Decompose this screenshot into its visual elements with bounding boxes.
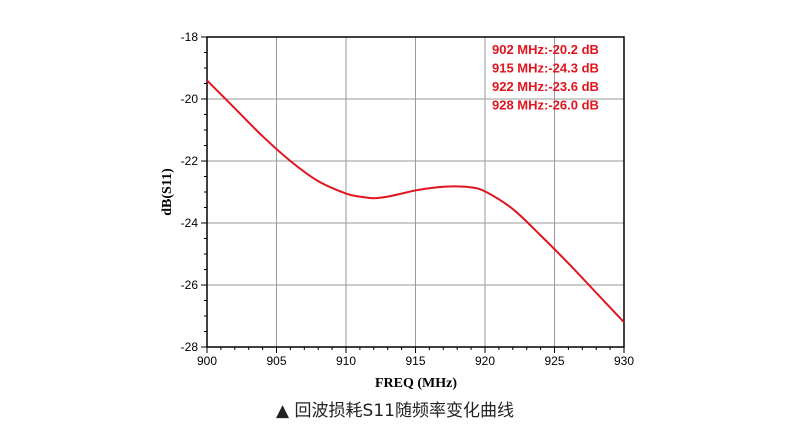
- x-tick-label: 925: [544, 354, 564, 368]
- y-tick-labels: -18 -20 -22 -24 -26 -28: [181, 30, 199, 354]
- annotation-label: 928 MHz:-26.0 dB: [492, 98, 599, 113]
- y-tick-label: -18: [181, 30, 199, 44]
- annotation-label: 902 MHz:-20.2 dB: [492, 42, 599, 57]
- y-tick-label: -28: [181, 340, 199, 354]
- x-axis-title: FREQ (MHz): [375, 376, 457, 391]
- s11-curve: [206, 79, 625, 323]
- minor-ticks: [201, 36, 625, 353]
- x-tick-label: 905: [266, 354, 286, 368]
- x-tick-label: 920: [475, 354, 495, 368]
- figure-caption: ▲ 回波损耗S11随频率变化曲线: [276, 401, 514, 421]
- y-tick-label: -26: [181, 278, 199, 292]
- y-tick-label: -22: [181, 154, 199, 168]
- y-tick-label: -20: [181, 92, 199, 106]
- x-tick-labels: 900 905 910 915 920 925 930: [197, 354, 634, 368]
- x-tick-label: 910: [336, 354, 356, 368]
- annotation-label: 915 MHz:-24.3 dB: [492, 61, 599, 76]
- s11-chart: 900 905 910 915 920 925 930 -18 -20 -22 -24 -26 -28…: [160, 30, 634, 391]
- annotation-box: 902 MHz:-20.2 dB 915 MHz:-24.3 dB 922 MHz:…: [492, 42, 599, 113]
- y-tick-label: -24: [181, 216, 199, 230]
- x-tick-label: 915: [405, 354, 425, 368]
- x-tick-label: 930: [614, 354, 634, 368]
- x-tick-label: 900: [197, 354, 217, 368]
- annotation-label: 922 MHz:-23.6 dB: [492, 79, 599, 94]
- y-axis-title: dB(S11): [160, 168, 175, 216]
